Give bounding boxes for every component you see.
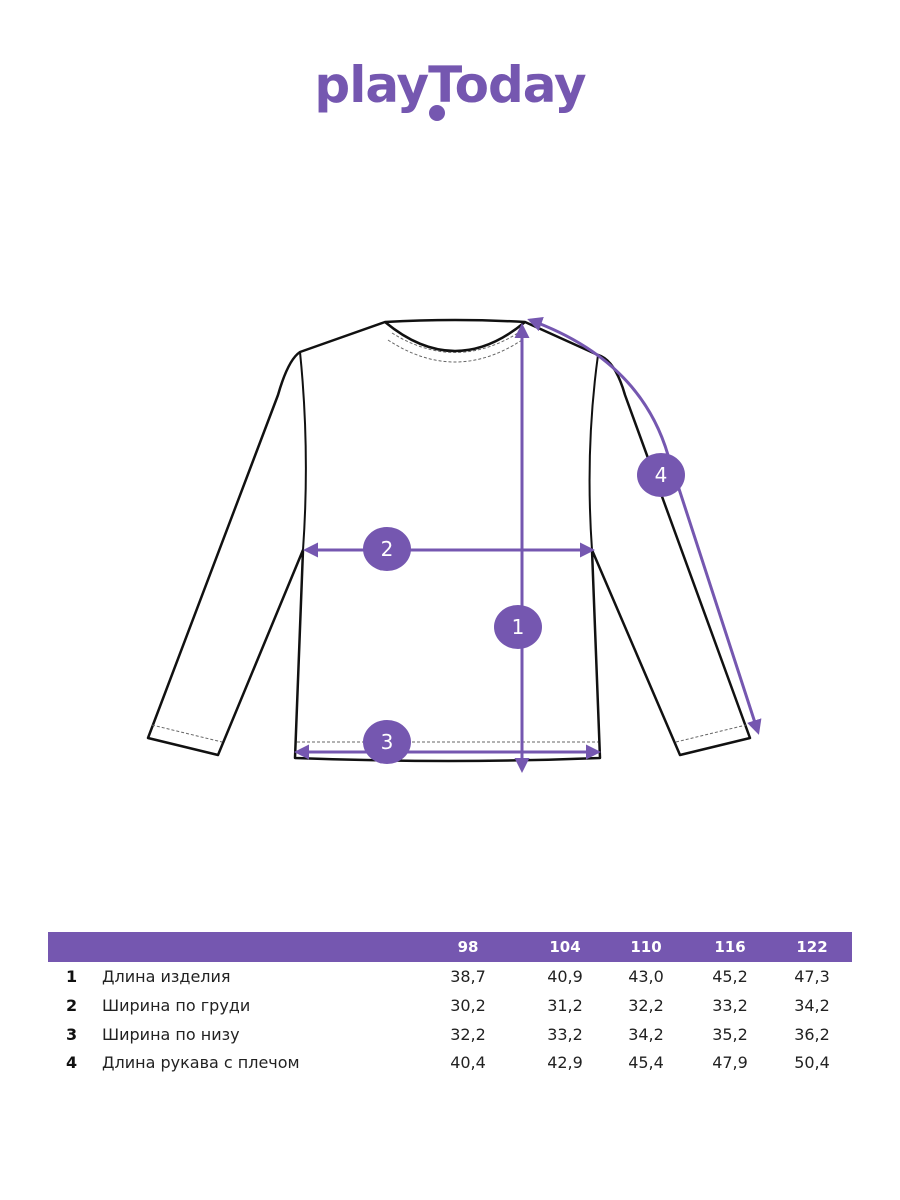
size-header: 104 xyxy=(549,938,581,956)
shirt-outline xyxy=(146,318,752,763)
garment-drawing: 1 2 3 4 xyxy=(146,317,762,773)
row-label: Ширина по низу xyxy=(102,1025,240,1044)
table-header-bar xyxy=(48,932,852,962)
row-value: 32,2 xyxy=(450,1025,486,1044)
size-header: 110 xyxy=(630,938,662,956)
row-value: 47,3 xyxy=(794,967,830,986)
row-value: 32,2 xyxy=(628,996,664,1015)
marker-3: 3 xyxy=(363,720,411,764)
row-number: 1 xyxy=(66,967,78,986)
row-value: 42,9 xyxy=(547,1053,583,1072)
row-number: 4 xyxy=(66,1053,78,1072)
row-value: 45,2 xyxy=(712,967,748,986)
svg-text:1: 1 xyxy=(512,615,525,639)
row-value: 33,2 xyxy=(547,1025,583,1044)
row-value: 34,2 xyxy=(628,1025,664,1044)
measure-line-4 xyxy=(527,317,762,735)
svg-text:2: 2 xyxy=(381,537,394,561)
row-value: 31,2 xyxy=(547,996,583,1015)
marker-1: 1 xyxy=(494,605,542,649)
marker-2: 2 xyxy=(363,527,411,571)
stitching xyxy=(151,332,747,743)
svg-text:4: 4 xyxy=(655,463,668,487)
size-header: 116 xyxy=(714,938,746,956)
size-header: 122 xyxy=(796,938,828,956)
row-value: 34,2 xyxy=(794,996,830,1015)
row-value: 30,2 xyxy=(450,996,486,1015)
row-number: 3 xyxy=(66,1025,78,1044)
row-value: 40,4 xyxy=(450,1053,486,1072)
row-value: 45,4 xyxy=(628,1053,664,1072)
row-value: 35,2 xyxy=(712,1025,748,1044)
svg-text:playToday: playToday xyxy=(314,56,586,114)
row-label: Ширина по груди xyxy=(102,996,251,1015)
row-label: Длина изделия xyxy=(102,967,231,986)
row-value: 36,2 xyxy=(794,1025,830,1044)
row-value: 40,9 xyxy=(547,967,583,986)
row-value: 50,4 xyxy=(794,1053,830,1072)
row-value: 38,7 xyxy=(450,967,486,986)
marker-4: 4 xyxy=(637,453,685,497)
svg-text:3: 3 xyxy=(381,730,394,754)
brand-logo: playToday xyxy=(314,56,587,121)
row-number: 2 xyxy=(66,996,78,1015)
row-value: 33,2 xyxy=(712,996,748,1015)
row-label: Длина рукава с плечом xyxy=(102,1053,300,1072)
size-header: 98 xyxy=(457,938,479,956)
row-value: 47,9 xyxy=(712,1053,748,1072)
row-value: 43,0 xyxy=(628,967,664,986)
